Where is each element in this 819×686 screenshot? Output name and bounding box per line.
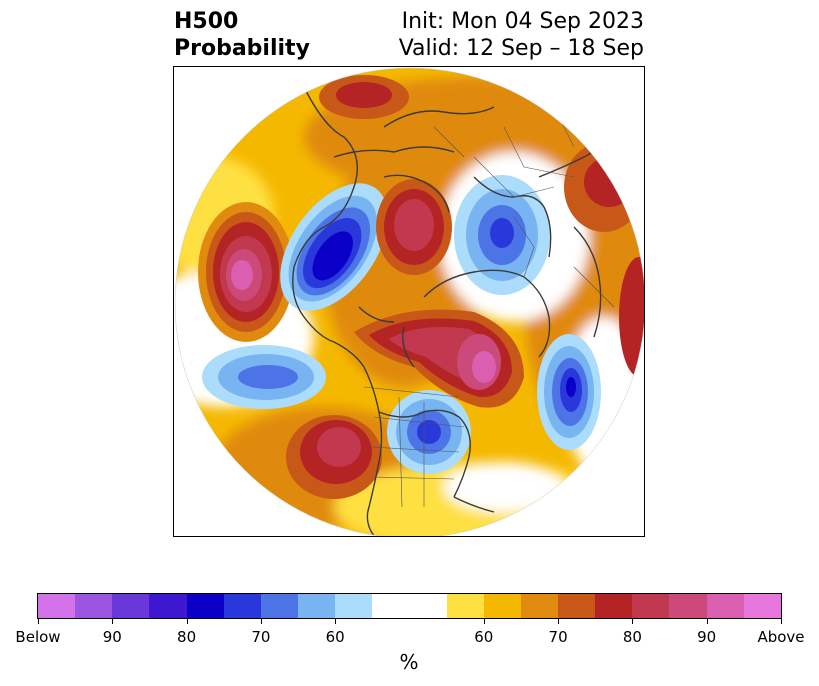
- below-center-siberia: [454, 175, 550, 295]
- colorbar-above-band-6: [669, 594, 707, 618]
- colorbar-below-band-3: [149, 594, 187, 618]
- colorbar-below-band-7: [297, 594, 336, 618]
- above-center-w-north-america: [286, 415, 382, 499]
- colorbar-above-band-3: [557, 594, 596, 618]
- colorbar-tick-label: 90: [102, 628, 122, 646]
- valid-range: Valid: 12 Sep – 18 Sep: [398, 36, 644, 61]
- political-borders: [363, 106, 615, 508]
- colorbar-above-band-0: [446, 594, 484, 618]
- colorbar-below-band-5: [223, 594, 261, 618]
- colorbar-tick: [112, 619, 114, 624]
- colorbar: [37, 593, 782, 619]
- colorbar-above-band-1: [483, 594, 521, 618]
- colorbar-tick-label: Above: [757, 628, 805, 646]
- colorbar-tick: [260, 619, 262, 624]
- map-edge: [174, 67, 644, 536]
- colorbar-tick-label: 70: [251, 628, 271, 646]
- colorbar-above-band-7: [706, 594, 744, 618]
- colorbar-tick-label: 80: [177, 628, 197, 646]
- above-center-nw-pacific: [198, 202, 294, 342]
- colorbar-below-band-6: [260, 594, 298, 618]
- colorbar-neutral-band: [372, 594, 447, 618]
- colorbar-tick: [706, 619, 708, 624]
- colorbar-tick-label: Below: [15, 628, 61, 646]
- title-line-2: Probability: [174, 36, 310, 61]
- anomaly-field: [175, 68, 644, 536]
- below-center-n-pacific: [202, 345, 326, 409]
- colorbar-above-band-4: [595, 594, 633, 618]
- above-center-arctic-2: [376, 179, 452, 275]
- colorbar-tick: [781, 619, 782, 624]
- probability-map: [173, 66, 645, 537]
- colorbar-tick: [186, 619, 188, 624]
- colorbar-below-band-2: [112, 594, 150, 618]
- colorbar-tick: [558, 619, 560, 624]
- colorbar-below-band-0: [38, 594, 76, 618]
- colorbar-below-band-8: [335, 594, 373, 618]
- colorbar-tick-label: 90: [697, 628, 717, 646]
- below-center-great-lakes: [387, 390, 471, 474]
- colorbar-below-band-4: [186, 594, 224, 618]
- coastlines: [292, 86, 622, 536]
- init-date: Init: Mon 04 Sep 2023: [401, 9, 644, 34]
- title-line-1: H500: [174, 9, 239, 34]
- colorbar-tick: [335, 619, 337, 624]
- colorbar-tick-label: 60: [474, 628, 494, 646]
- colorbar-below-band-1: [75, 594, 113, 618]
- forecast-dates: Init: Mon 04 Sep 2023 Valid: 12 Sep – 18…: [399, 8, 644, 62]
- colorbar-tick-label: 60: [325, 628, 345, 646]
- polar-map-svg: [174, 67, 644, 536]
- colorbar-tick: [38, 619, 39, 624]
- colorbar-tick: [632, 619, 634, 624]
- colorbar-above-band-8: [743, 594, 781, 618]
- above-center-greenland: [354, 309, 524, 408]
- colorbar-above-band-2: [520, 594, 558, 618]
- colorbar-tick-label: 70: [548, 628, 568, 646]
- neutral-region-south: [444, 462, 564, 512]
- colorbar-tick-label: 80: [622, 628, 642, 646]
- below-center-n-atlantic: [537, 334, 601, 450]
- colorbar-unit-label: %: [399, 650, 419, 674]
- colorbar-above-band-5: [632, 594, 670, 618]
- below-center-arctic: [280, 183, 388, 311]
- map-title: H500 Probability: [174, 8, 310, 62]
- colorbar-tick: [483, 619, 485, 624]
